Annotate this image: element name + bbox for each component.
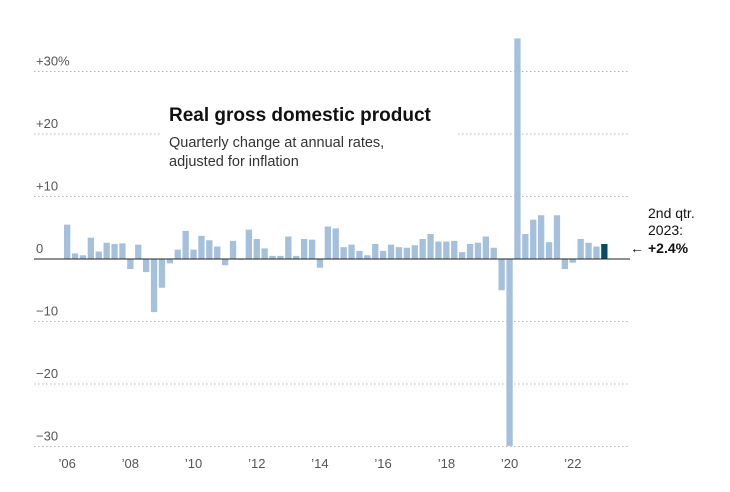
bar [514,38,521,259]
x-tick-label: ’18 [438,456,455,471]
bar [245,229,252,260]
bar [261,248,268,260]
bar [127,259,134,269]
bar [103,242,110,259]
bar [206,240,213,259]
bar [356,250,363,260]
chart-subtitle-line-1: Quarterly change at annual rates, [169,135,384,151]
x-tick-label: ’10 [185,456,202,471]
bar [119,243,126,260]
x-tick-label: ’08 [122,456,139,471]
bar [530,219,537,260]
y-axis-labels: +30% +20 +10 0 −10 −20 −30 [36,54,70,444]
bar [459,252,466,260]
bar [372,244,379,259]
bar [64,224,71,260]
bar [87,237,94,259]
y-tick-label: +20 [36,116,58,131]
bar [435,241,442,259]
x-tick-label: ’12 [248,456,265,471]
bar [111,244,118,259]
bar [411,245,418,259]
annotation-label-line-2: 2023: [648,222,683,238]
bar [364,255,371,259]
annotation-label-line-1: 2nd qtr. [648,205,695,221]
chart-subtitle-line-2: adjusted for inflation [169,154,299,170]
bar [482,236,489,259]
bar [427,234,434,259]
y-tick-label: −10 [36,304,58,319]
gridlines [34,71,630,447]
bar [490,247,497,259]
chart-title: Real gross domestic product [169,105,432,126]
bar [214,246,221,259]
bar [158,259,166,288]
y-tick-label: +30% [36,54,70,69]
x-tick-label: ’22 [564,456,581,471]
bars [64,38,608,446]
bar [443,241,450,259]
bar [316,259,324,268]
bar [182,230,189,260]
bar [190,249,197,260]
bar [95,251,102,259]
title-backdrop [160,96,456,176]
bar [285,236,292,259]
bar [340,247,347,260]
bar [174,249,181,260]
y-tick-label: −20 [36,366,58,381]
bar [332,228,339,260]
bar-highlight-q2-2023 [601,244,608,259]
y-tick-label: −30 [36,429,58,444]
x-tick-label: ’06 [59,456,76,471]
x-axis-labels: ’06 ’08 ’10 ’12 ’14 ’16 ’18 ’20 ’22 [59,456,582,471]
bar [387,244,395,259]
bar [538,215,545,259]
bar [150,259,158,313]
bar [229,240,237,260]
x-tick-label: ’14 [311,456,328,471]
annotation-value: +2.4% [648,240,689,256]
bar [253,239,260,259]
bar [380,250,387,260]
bar [301,239,308,259]
bar [522,234,529,259]
bar [135,244,142,259]
x-tick-label: ’20 [501,456,518,471]
bar [277,255,284,260]
x-tick-label: ’16 [374,456,391,471]
bar [474,242,482,259]
bar [498,259,505,291]
bar [324,226,331,259]
bar [561,259,568,269]
bar [308,239,316,260]
y-tick-label: 0 [36,241,43,256]
bar [143,259,150,273]
bar [269,255,276,260]
bar [79,255,87,259]
bar [506,259,513,446]
bar [569,259,576,263]
bar [553,215,561,259]
annotation-arrow: ← [630,240,644,256]
bar [403,247,410,259]
bar [419,239,426,259]
bar [545,242,553,260]
bar [198,235,205,260]
bar [222,259,229,266]
bar [585,242,592,259]
bar [348,244,355,259]
bar [395,247,403,260]
bar [466,244,474,259]
bar [577,239,584,259]
bar [293,255,300,260]
y-tick-label: +10 [36,179,58,194]
bar [593,246,600,259]
bar [166,259,173,264]
bar [71,253,79,260]
bar [451,240,458,260]
